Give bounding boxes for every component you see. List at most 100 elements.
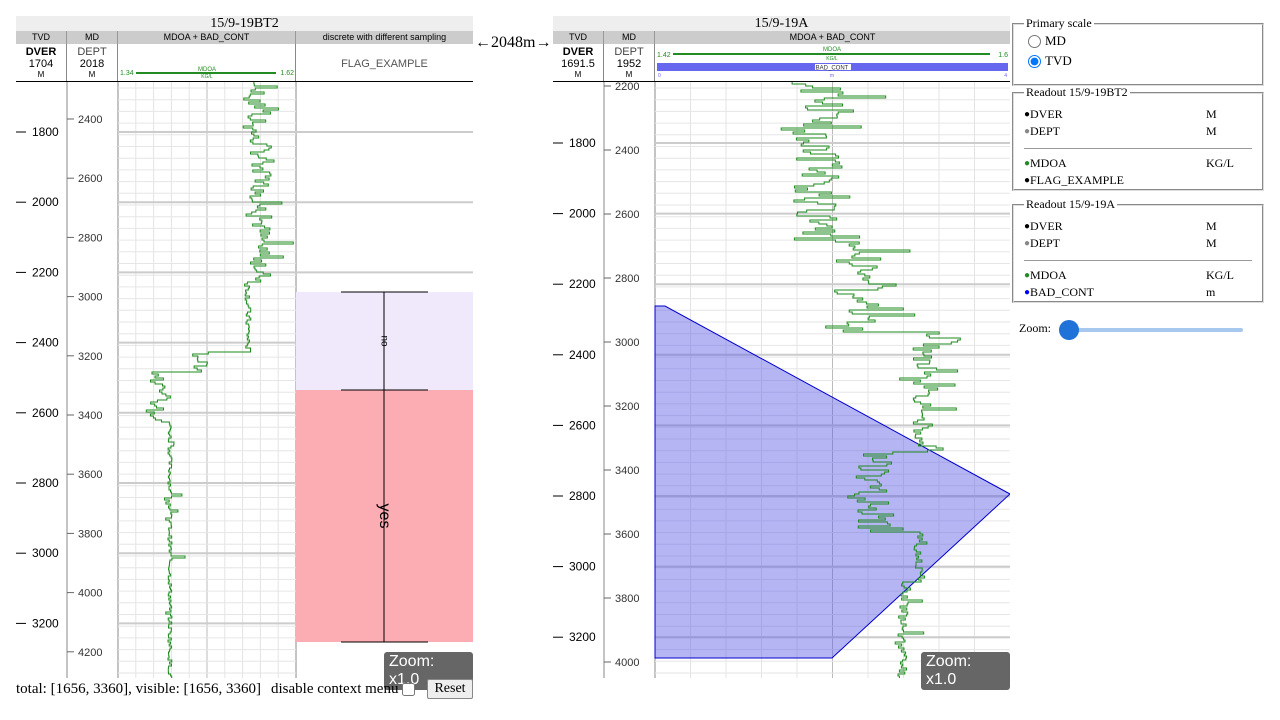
readout-row-dver: ● DVER M xyxy=(1024,106,1252,123)
tvd-tick-label: 3200 xyxy=(32,616,59,630)
readout-panel-1: Readout 15/9-19BT2 ● DVER M ● DEPT M ● MDOA KG/L… xyxy=(1012,85,1264,191)
zoom-label: Zoom: xyxy=(1019,321,1051,335)
reset-button[interactable]: Reset xyxy=(427,679,473,699)
track-header-tvd: TVD xyxy=(16,31,67,44)
well-title: 15/9-19BT2 xyxy=(16,16,473,31)
tvd-tick-label: 2200 xyxy=(569,277,596,291)
md-value: 2018 xyxy=(79,58,105,70)
curve-legend-mdoa[interactable]: MDOA KG/L 1.42 1.6 BAD_CONT 0 m 4 xyxy=(655,44,1010,81)
discrete-legend[interactable]: FLAG_EXAMPLE xyxy=(296,44,473,81)
scale-tvd-radio[interactable] xyxy=(1028,54,1041,68)
track-header-curves: MDOA + BAD_CONT xyxy=(789,32,876,42)
tvd-tick-label: 2200 xyxy=(32,265,59,279)
track-header-discrete: discrete with different sampling xyxy=(322,32,447,42)
md-unit: M xyxy=(88,70,96,79)
context-menu-label: disable context menu xyxy=(270,680,399,697)
series-dot-icon: ● xyxy=(1024,238,1031,249)
well-title: 15/9-19A xyxy=(553,16,1010,31)
readout-row-mdoa: ● MDOA KG/L xyxy=(1024,267,1252,284)
curve-min: 1.34 xyxy=(120,70,134,77)
md-tick-label: 3600 xyxy=(78,469,102,481)
readout-name: DEPT xyxy=(1030,236,1060,250)
curve2-max: 4 xyxy=(1004,73,1007,79)
primary-scale-group: Primary scale MD TVD xyxy=(1012,16,1264,86)
readout-row-bad_cont: ● BAD_CONT m xyxy=(1024,284,1252,301)
curve-unit: KG/L xyxy=(826,56,838,62)
tvd-value: 1704 xyxy=(28,58,54,70)
md-readout: DEPT 1952 M xyxy=(604,44,655,81)
tvd-tick-label: 1800 xyxy=(569,136,596,150)
readout-name: DVER xyxy=(1030,219,1063,233)
md-name: DEPT xyxy=(77,46,107,58)
scale-header: DVER 1691.5 M DEPT 1952 M MDOA KG/L 1.42… xyxy=(553,44,1010,82)
well-distance-label: ←2048m→ xyxy=(475,34,552,51)
status-bar: total: [1656, 3360], visible: [1656, 336… xyxy=(16,679,473,699)
context-menu-checkbox[interactable] xyxy=(402,682,416,696)
zoom-slider-track[interactable] xyxy=(1067,328,1243,332)
md-tick-label: 3000 xyxy=(615,337,639,349)
curve-max: 1.6 xyxy=(998,52,1008,59)
readout-unit: KG/L xyxy=(1206,268,1234,282)
series-dot-icon: ● xyxy=(1024,270,1031,281)
readout-row-dept: ● DEPT M xyxy=(1024,123,1252,140)
series-dot-icon: ● xyxy=(1024,126,1031,137)
md-value: 1952 xyxy=(616,58,642,70)
scale-md-radio[interactable] xyxy=(1028,34,1041,48)
md-tick-label: 3600 xyxy=(615,529,639,541)
readout-row-dver: ● DVER M xyxy=(1024,218,1252,235)
status-text: total: [1656, 3360], visible: [1656, 336… xyxy=(16,680,261,697)
flag-value-no: no xyxy=(378,335,389,347)
md-tick-label: 3000 xyxy=(78,292,102,304)
md-tick-label: 2400 xyxy=(615,145,639,157)
readout-panel-2: Readout 15/9-19A ● DVER M ● DEPT M ● MDOA KG/L ● B… xyxy=(1012,197,1264,303)
md-tick-label: 3200 xyxy=(78,351,102,363)
tvd-value: 1691.5 xyxy=(561,58,595,70)
readout-name: DVER xyxy=(1030,107,1063,121)
curve-name: MDOA xyxy=(823,47,841,53)
readout-unit: KG/L xyxy=(1206,156,1234,170)
curve2-unit: m xyxy=(830,73,834,79)
curve2-min: 0 xyxy=(658,73,661,79)
series-dot-icon: ● xyxy=(1024,109,1031,120)
curve-min: 1.42 xyxy=(657,52,671,59)
tvd-tick-label: 2600 xyxy=(32,406,59,420)
curve-unit: KG/L xyxy=(201,74,213,80)
readout-unit: M xyxy=(1206,236,1217,250)
readout-row-dept: ● DEPT M xyxy=(1024,235,1252,252)
tvd-tick-label: 2400 xyxy=(32,336,59,350)
scale-tvd-label: TVD xyxy=(1045,53,1072,68)
plot-area[interactable]: 1800 2000 2200 2400 2600 2800 3000 3200 2400 2600… xyxy=(16,82,473,678)
bad-cont-label-bg xyxy=(815,64,851,70)
flag-value-yes: yes xyxy=(376,504,393,529)
mdoa-curve xyxy=(145,82,294,678)
tvd-tick-label: 3200 xyxy=(569,630,596,644)
md-tick-label: 3800 xyxy=(615,593,639,605)
md-tick-label: 3200 xyxy=(615,401,639,413)
flag-label: FLAG_EXAMPLE xyxy=(341,58,428,70)
readout-legend: Readout 15/9-19A xyxy=(1026,197,1115,211)
readout-row-flag_example: ● FLAG_EXAMPLE xyxy=(1024,172,1252,189)
primary-scale-legend: Primary scale xyxy=(1026,16,1092,30)
readout-unit: M xyxy=(1206,219,1217,233)
scale-header: DVER 1704 M DEPT 2018 M MDOA KG/L 1.34 1… xyxy=(16,44,473,82)
zoom-badge: Zoom: x1.0 xyxy=(921,652,1010,690)
md-readout: DEPT 2018 M xyxy=(67,44,118,81)
well-panel-2: 15/9-19A TVD MD MDOA + BAD_CONT DVER 169… xyxy=(553,16,1011,690)
tvd-tick-label: 2000 xyxy=(569,207,596,221)
series-dot-icon: ● xyxy=(1024,158,1031,169)
readout-separator xyxy=(1024,260,1252,261)
md-tick-label: 4000 xyxy=(78,588,102,600)
readout-legend: Readout 15/9-19BT2 xyxy=(1026,85,1128,99)
curve-max: 1.62 xyxy=(280,70,294,77)
tvd-tick-label: 2400 xyxy=(569,348,596,362)
track-header-md: MD xyxy=(604,31,655,44)
tvd-tick-label: 2000 xyxy=(32,195,59,209)
plot-area[interactable]: 1800 2000 2200 2400 2600 2800 3000 3200 2200 2400… xyxy=(553,81,1011,678)
readout-unit: m xyxy=(1206,285,1216,299)
zoom-slider-thumb[interactable] xyxy=(1059,320,1079,340)
curve-legend-mdoa[interactable]: MDOA KG/L 1.34 1.62 xyxy=(118,44,296,81)
md-tick-label: 2200 xyxy=(615,82,639,93)
readout-unit: M xyxy=(1206,124,1217,138)
zoom-control: Zoom: xyxy=(1019,320,1249,340)
tvd-readout: DVER 1691.5 M xyxy=(553,44,604,81)
